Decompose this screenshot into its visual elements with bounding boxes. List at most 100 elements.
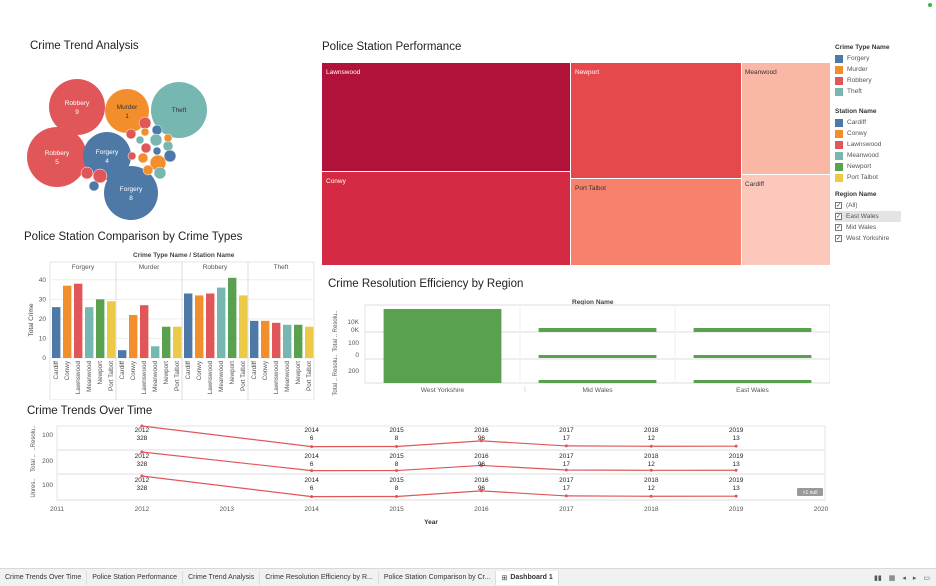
bubble-small-robbery[interactable] (92, 168, 108, 184)
trend-point[interactable] (649, 494, 653, 498)
bubble-murder[interactable] (105, 89, 149, 133)
treemap-cell-port-talbot[interactable]: Port Talbot (571, 179, 742, 265)
bar-robbery-cardiff[interactable] (184, 293, 193, 358)
bubble-theft[interactable] (151, 82, 207, 138)
tab-police-station-comparison[interactable]: Police Station Comparison by Cr... (379, 570, 497, 585)
bubble-small-murder[interactable] (163, 133, 173, 143)
trend-point[interactable] (564, 444, 568, 448)
legend-item-lawnswood[interactable]: Lawnswood (835, 139, 930, 150)
presentation-icon[interactable]: ▭ (923, 574, 930, 582)
tab-crime-trends-over-time[interactable]: Crime Trends Over Time (0, 570, 88, 585)
bar-theft-meanwood[interactable] (283, 324, 292, 358)
bar-region-mid-wales-total[interactable] (538, 328, 657, 332)
bar-forgery-lawnswood[interactable] (74, 283, 83, 358)
bubble-small-forgery[interactable] (163, 149, 177, 163)
region-filter-option[interactable]: ✓ (All) (835, 200, 930, 211)
bar-murder-lawnswood[interactable] (140, 305, 149, 358)
tab-police-station-performance[interactable]: Police Station Performance (87, 570, 184, 585)
trend-point[interactable] (479, 489, 483, 493)
treemap-cell-newport[interactable]: Newport (571, 63, 742, 179)
legend-item-conwy[interactable]: Conwy (835, 128, 930, 139)
bar-region-east-wales-resolved[interactable] (693, 355, 812, 358)
bar-region-mid-wales-resolved[interactable] (538, 355, 657, 358)
tab-dashboard-1[interactable]: ⊞ Dashboard 1 (496, 570, 559, 585)
bar-theft-lawnswood[interactable] (272, 322, 281, 358)
bubble-small-robbery[interactable] (80, 166, 94, 180)
bubble-small-robbery[interactable] (138, 116, 152, 130)
bubble-small-forgery[interactable] (88, 180, 100, 192)
bubble-robbery[interactable] (49, 79, 105, 135)
bar-robbery-port-talbot[interactable] (239, 295, 248, 358)
checkbox[interactable]: ✓ (835, 202, 842, 209)
bubble-small-theft[interactable] (162, 140, 174, 152)
bar-murder-newport[interactable] (162, 326, 171, 358)
checkbox[interactable]: ✓ (835, 224, 842, 231)
trend-point[interactable] (649, 444, 653, 448)
trend-point[interactable] (310, 469, 314, 473)
bubble-small-forgery[interactable] (152, 146, 162, 156)
trend-point[interactable] (734, 468, 738, 472)
bar-forgery-cardiff[interactable] (52, 307, 61, 358)
bar-murder-port-talbot[interactable] (173, 326, 182, 358)
bubble-small-murder[interactable] (137, 152, 149, 164)
trend-point[interactable] (479, 463, 483, 467)
trend-point[interactable] (734, 444, 738, 448)
bubble-robbery[interactable] (27, 127, 87, 187)
checkbox[interactable]: ✓ (835, 235, 842, 242)
legend-item-theft[interactable]: Theft (835, 86, 930, 97)
bar-forgery-port-talbot[interactable] (107, 301, 116, 358)
trend-point[interactable] (310, 445, 314, 449)
trend-point[interactable] (140, 474, 144, 478)
legend-item-meanwood[interactable]: Meanwood (835, 150, 930, 161)
checkbox[interactable]: ✓ (835, 213, 842, 220)
bar-forgery-meanwood[interactable] (85, 307, 94, 358)
treemap-cell-meanwood[interactable]: Meanwood (742, 63, 830, 175)
trend-point[interactable] (649, 468, 653, 472)
bubble-small-theft[interactable] (135, 135, 145, 145)
bar-theft-cardiff[interactable] (250, 320, 259, 358)
last-sheet-icon[interactable]: ▸ (912, 574, 917, 582)
bar-forgery-newport[interactable] (96, 299, 105, 358)
bar-forgery-conwy[interactable] (63, 285, 72, 358)
show-sheets-icon[interactable]: ▮▮ (874, 574, 882, 582)
bubble-small-robbery[interactable] (140, 142, 152, 154)
trend-point[interactable] (479, 439, 483, 443)
bar-robbery-conwy[interactable] (195, 295, 204, 358)
region-filter-option[interactable]: ✓ Mid Wales (835, 222, 930, 233)
null-badge[interactable] (797, 488, 823, 496)
filmstrip-icon[interactable]: ▦ (888, 574, 896, 582)
trend-point[interactable] (564, 494, 568, 498)
treemap-cell-lawnswood[interactable]: Lawnswood (322, 63, 571, 172)
region-filter-option[interactable]: ✓ East Wales (835, 211, 901, 222)
legend-item-forgery[interactable]: Forgery (835, 53, 930, 64)
bubble-small-murder[interactable] (142, 164, 154, 176)
bar-region-east-wales-total[interactable] (693, 328, 812, 332)
bubble-small-murder[interactable] (140, 127, 150, 137)
bar-theft-port-talbot[interactable] (305, 326, 314, 358)
trend-point[interactable] (140, 450, 144, 454)
trend-point[interactable] (140, 424, 144, 428)
bar-region-east-wales-unresolved[interactable] (693, 380, 812, 383)
bar-murder-conwy[interactable] (129, 314, 138, 358)
bubble-small-theft[interactable] (149, 133, 163, 147)
bar-murder-meanwood[interactable] (151, 346, 160, 358)
bubble-forgery[interactable] (104, 166, 158, 220)
bar-murder-cardiff[interactable] (118, 350, 127, 358)
bar-region-mid-wales-unresolved[interactable] (538, 380, 657, 383)
bar-robbery-meanwood[interactable] (217, 287, 226, 358)
legend-item-robbery[interactable]: Robbery (835, 75, 930, 86)
treemap-cell-cardiff[interactable]: Cardiff (742, 175, 830, 265)
bubble-small-theft[interactable] (153, 166, 167, 180)
bubble-small-robbery[interactable] (125, 128, 137, 140)
tab-crime-trend-analysis[interactable]: Crime Trend Analysis (183, 570, 261, 585)
bar-robbery-newport[interactable] (228, 277, 237, 358)
bubble-small-robbery[interactable] (127, 151, 137, 161)
region-filter-option[interactable]: ✓ West Yorkshire (835, 233, 930, 244)
bar-robbery-lawnswood[interactable] (206, 293, 215, 358)
trend-point[interactable] (734, 494, 738, 498)
bar-region-west-yorkshire[interactable] (383, 309, 502, 383)
first-sheet-icon[interactable]: ◂ (902, 574, 906, 582)
bar-theft-newport[interactable] (294, 324, 303, 358)
bubble-small-forgery[interactable] (151, 124, 163, 136)
trend-point[interactable] (564, 468, 568, 472)
